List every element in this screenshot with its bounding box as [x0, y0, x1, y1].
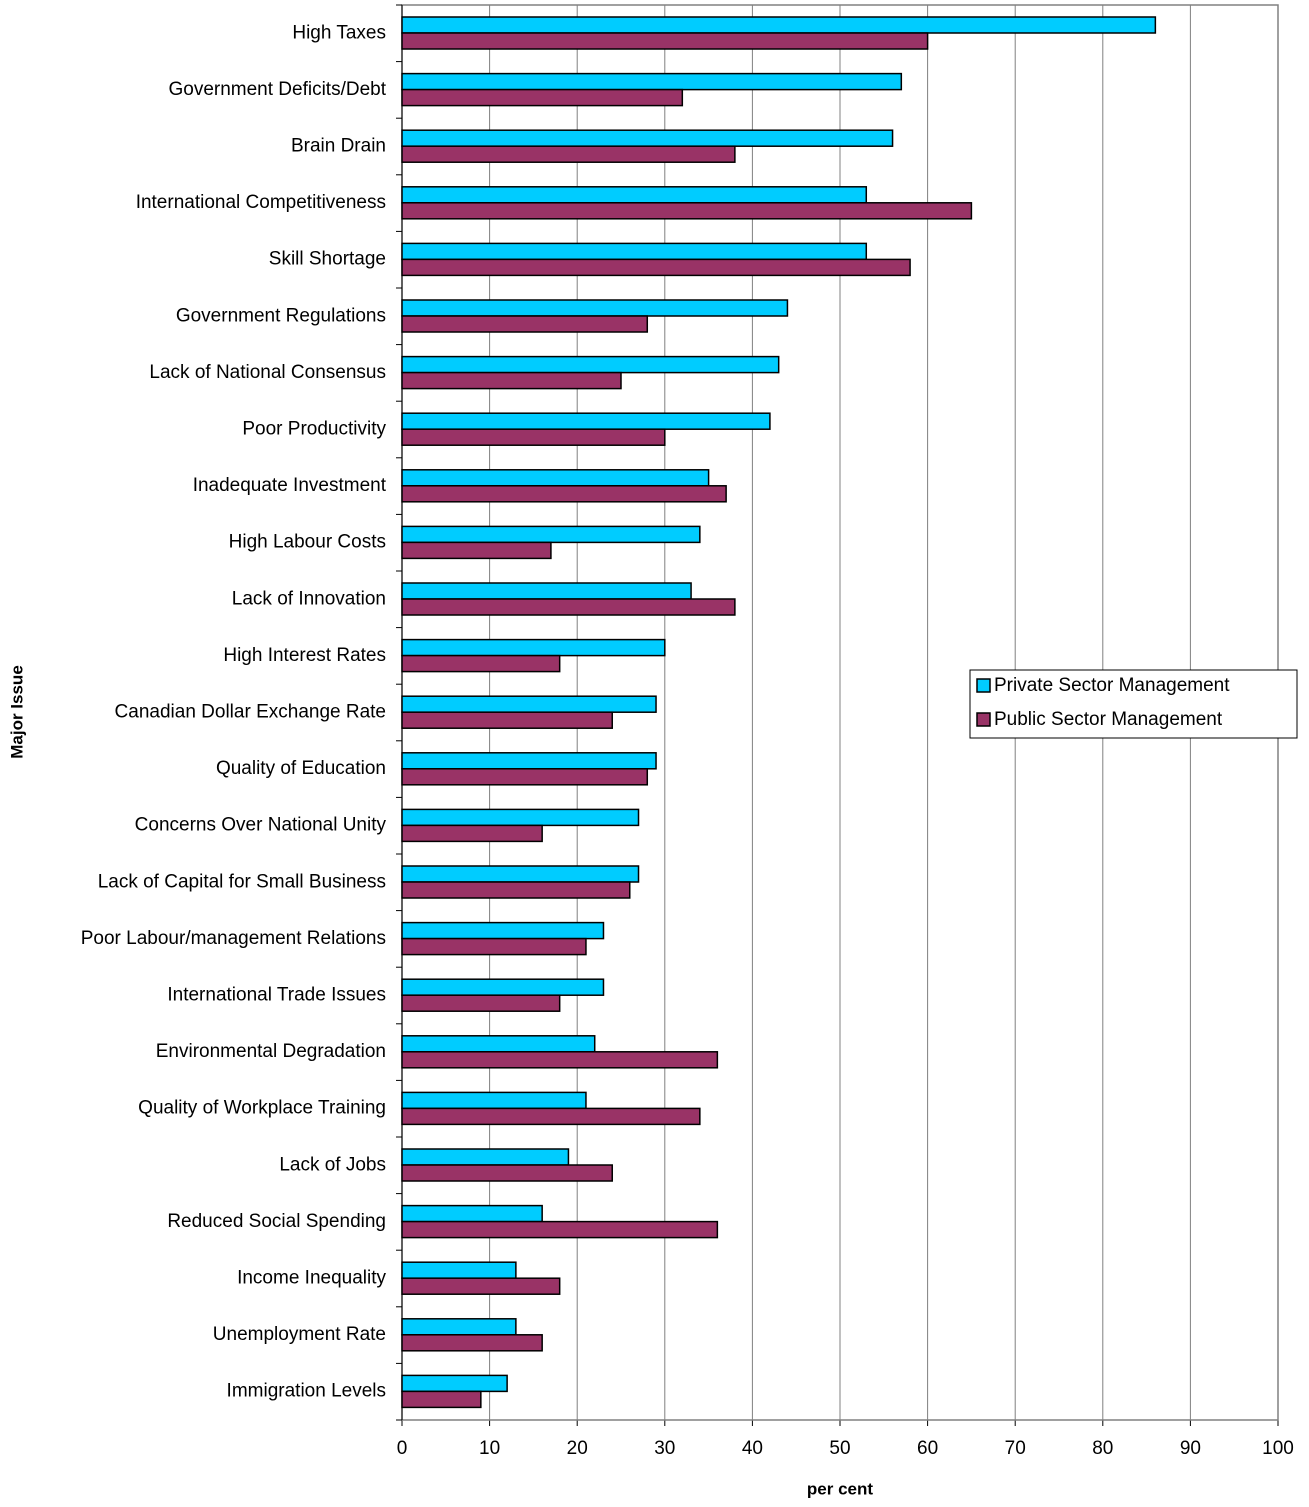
- y-tick-label: Unemployment Rate: [213, 1324, 386, 1345]
- x-tick-label: 90: [1180, 1438, 1201, 1459]
- bar: [401, 129, 894, 147]
- x-axis-title: per cent: [807, 1479, 873, 1498]
- y-tick-label: Reduced Social Spending: [167, 1211, 386, 1232]
- legend-box: [969, 669, 1298, 739]
- y-tick-label: Lack of Jobs: [279, 1154, 386, 1175]
- x-tick-label: 40: [742, 1438, 763, 1459]
- y-tick-label: Skill Shortage: [269, 249, 386, 270]
- bar: [401, 752, 657, 770]
- x-tick-label: 30: [654, 1438, 675, 1459]
- bar: [401, 371, 622, 390]
- bar: [401, 1261, 517, 1279]
- bar: [401, 32, 929, 50]
- legend-label: Public Sector Management: [994, 709, 1223, 730]
- bar: [401, 202, 973, 220]
- y-tick-label: Environmental Degradation: [156, 1041, 386, 1062]
- y-tick-label: Immigration Levels: [227, 1381, 386, 1402]
- bar: [401, 315, 649, 333]
- bar: [401, 921, 605, 940]
- y-tick-label: High Labour Costs: [229, 532, 386, 553]
- y-tick-label: Poor Productivity: [242, 419, 386, 440]
- y-tick-label: Government Regulations: [176, 305, 386, 326]
- bar: [401, 598, 736, 616]
- y-tick-label: Quality of Workplace Training: [138, 1098, 386, 1119]
- bar: [401, 865, 640, 883]
- bar: [401, 428, 666, 446]
- bar: [401, 145, 736, 163]
- bar: [401, 541, 552, 560]
- y-axis-title: Major Issue: [7, 665, 26, 759]
- bar: [401, 1318, 517, 1336]
- bar: [401, 299, 789, 317]
- y-tick-label: Poor Labour/management Relations: [81, 928, 386, 949]
- bar: [401, 525, 701, 544]
- bar: [401, 1035, 596, 1053]
- y-tick-label: Concerns Over National Unity: [135, 815, 387, 836]
- legend-swatch: [976, 678, 991, 693]
- y-tick-label: Government Deficits/Debt: [168, 79, 386, 100]
- bar: [401, 1164, 613, 1182]
- x-tick-label: 0: [397, 1438, 408, 1459]
- x-tick-label: 80: [1092, 1438, 1113, 1459]
- y-tick-label: High Interest Rates: [223, 645, 386, 666]
- legend-label: Private Sector Management: [994, 675, 1230, 696]
- bar: [401, 711, 613, 729]
- bar: [401, 582, 692, 600]
- bar: [401, 1107, 701, 1126]
- bar: [401, 16, 1157, 34]
- bar: [401, 1374, 508, 1393]
- bar: [401, 808, 640, 827]
- y-tick-label: Lack of National Consensus: [149, 362, 386, 383]
- y-tick-label: High Taxes: [292, 22, 386, 43]
- bar: [401, 186, 868, 204]
- bar: [401, 88, 684, 107]
- bar: [401, 1051, 719, 1069]
- bar: [401, 412, 771, 430]
- bar: [401, 242, 868, 261]
- bar: [401, 1390, 482, 1409]
- y-tick-label: International Trade Issues: [167, 985, 386, 1006]
- bar: [401, 1204, 543, 1223]
- bar: [401, 654, 561, 673]
- bar: [401, 824, 543, 843]
- y-tick-label: Brain Drain: [291, 136, 386, 157]
- y-tick-label: Canadian Dollar Exchange Rate: [115, 702, 386, 723]
- y-tick-label: Inadequate Investment: [193, 475, 387, 496]
- y-tick-label: Lack of Capital for Small Business: [98, 871, 386, 892]
- x-tick-label: 60: [917, 1438, 938, 1459]
- x-tick-label: 70: [1005, 1438, 1026, 1459]
- bar: [401, 72, 903, 91]
- bar: [401, 1334, 543, 1352]
- x-tick-label: 10: [479, 1438, 500, 1459]
- y-tick-label: Income Inequality: [237, 1268, 386, 1289]
- bar: [401, 485, 727, 503]
- bar: [401, 258, 911, 277]
- bar: [401, 978, 605, 996]
- y-tick-label: International Competitiveness: [136, 192, 386, 213]
- x-tick-label: 100: [1262, 1438, 1294, 1459]
- y-tick-label: Lack of Innovation: [232, 588, 386, 609]
- bar: [401, 1277, 561, 1295]
- bar: [401, 881, 631, 899]
- y-tick-label: Quality of Education: [216, 758, 386, 779]
- x-tick-label: 20: [567, 1438, 588, 1459]
- bar: [401, 355, 780, 374]
- x-tick-label: 50: [829, 1438, 850, 1459]
- legend-swatch: [976, 712, 991, 727]
- bar: [401, 638, 666, 657]
- bar: [401, 994, 561, 1012]
- bar: [401, 695, 657, 713]
- bar: [401, 1148, 570, 1166]
- bar: [401, 469, 710, 487]
- bar: [401, 768, 649, 786]
- bar: [401, 1220, 719, 1239]
- bar: [401, 1091, 587, 1110]
- bar: [401, 937, 587, 956]
